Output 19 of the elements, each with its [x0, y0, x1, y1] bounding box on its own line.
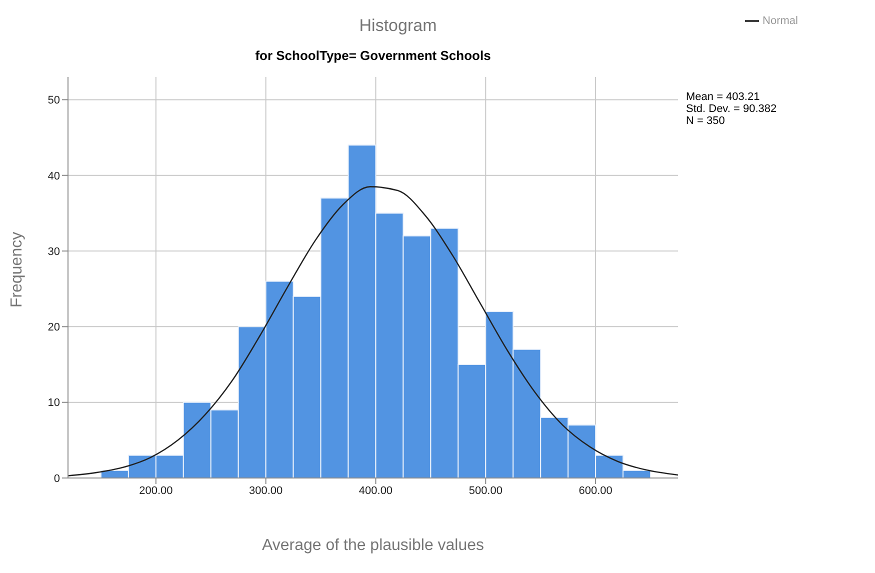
- chart-title: Histogram: [359, 16, 437, 35]
- x-tick-label: 500.00: [468, 484, 502, 497]
- y-axis-title: Frequency: [8, 232, 26, 308]
- y-tick-label: 30: [48, 246, 60, 258]
- x-tick-label: 600.00: [578, 484, 612, 497]
- x-tick-label: 200.00: [139, 484, 173, 497]
- legend-label: Normal: [762, 14, 798, 27]
- x-axis-title: Average of the plausible values: [262, 537, 484, 554]
- y-tick-label: 10: [48, 397, 60, 410]
- y-tick-label: 50: [48, 94, 60, 107]
- text: Std. Dev. = 90.382: [686, 103, 777, 115]
- y-tick-label: 20: [48, 322, 60, 334]
- text: Mean = 403.21: [686, 91, 761, 103]
- x-tick-label: 400.00: [358, 484, 393, 497]
- x-tick-label: 300.00: [249, 484, 283, 497]
- text: N = 350: [686, 115, 726, 127]
- chart-subtitle: for SchoolType= Government Schools: [254, 48, 492, 63]
- y-tick-label: 40: [48, 170, 60, 182]
- y-tick-label: 0: [54, 472, 60, 485]
